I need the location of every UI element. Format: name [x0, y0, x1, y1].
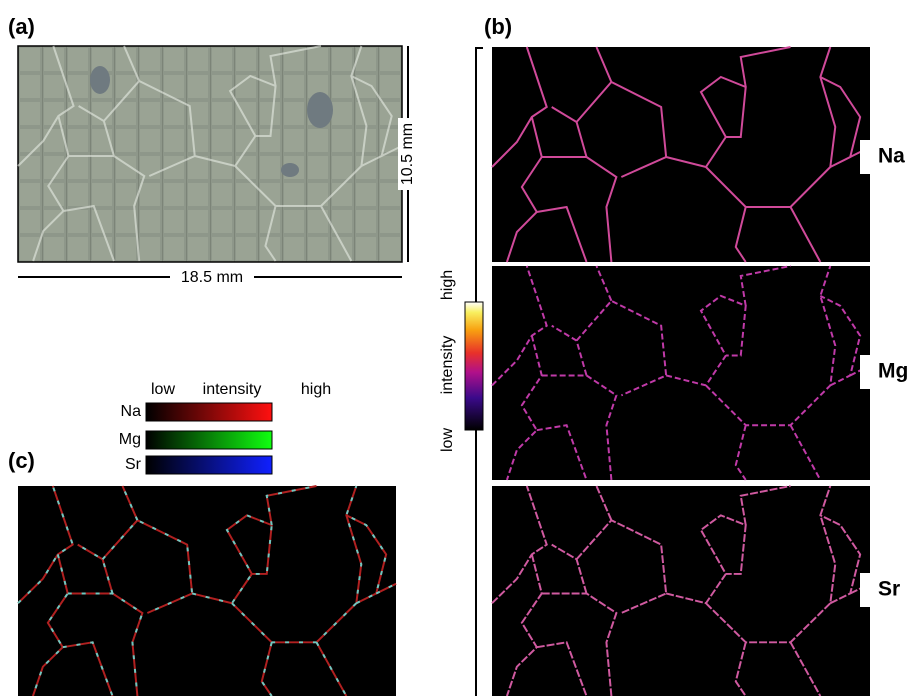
legend-label: high: [301, 381, 331, 398]
map-label: Sr: [878, 578, 900, 601]
label-bg: [860, 140, 916, 174]
legend-gradient: [145, 430, 273, 450]
legend-gradient: [145, 402, 273, 422]
colorbar: [464, 301, 484, 431]
label-bg: [398, 118, 418, 190]
panel-label: (c): [8, 448, 35, 473]
element-map: [492, 47, 870, 262]
colorbar-label: high: [439, 270, 456, 300]
micrograph: [17, 45, 403, 263]
bracket: [475, 47, 483, 696]
legend-element: Mg: [119, 431, 141, 448]
label-bg: [170, 267, 254, 287]
map-label: Na: [878, 145, 905, 168]
legend-element: Sr: [125, 456, 142, 473]
label-bg: [860, 573, 916, 607]
scale-label: 10.5 mm: [399, 123, 416, 185]
pore: [281, 163, 299, 177]
legend-label: intensity: [203, 381, 262, 398]
legend-label: low: [151, 381, 175, 398]
colorbar-label: intensity: [439, 336, 456, 395]
element-map: [492, 486, 870, 696]
colorbar-label: low: [439, 428, 456, 452]
scale-label: 18.5 mm: [181, 269, 243, 286]
element-map: [492, 266, 870, 480]
panel-label: (a): [8, 14, 35, 39]
legend-gradient: [145, 455, 273, 475]
label-bg: [860, 355, 916, 389]
map-label: Mg: [878, 360, 908, 383]
composite-map: [18, 486, 396, 696]
panel-label: (b): [484, 14, 512, 39]
legend-element: Na: [121, 403, 142, 420]
pore: [90, 66, 110, 94]
pore: [307, 92, 333, 128]
